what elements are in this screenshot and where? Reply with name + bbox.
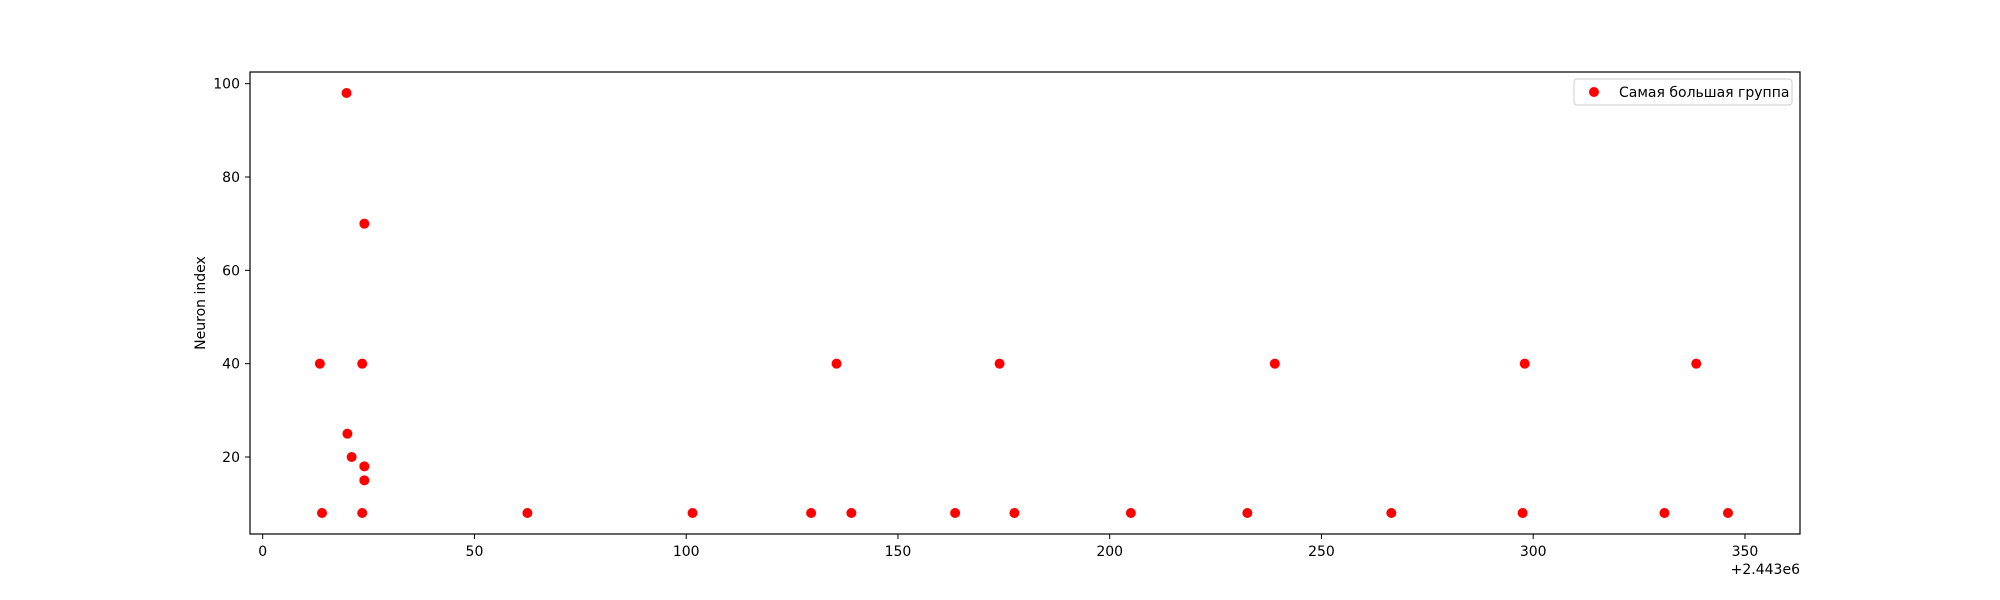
legend[interactable]: Самая большая группа <box>1573 78 1793 106</box>
data-point <box>1125 508 1136 518</box>
x-tick-label: 100 <box>673 544 700 560</box>
data-point <box>1517 508 1528 518</box>
legend-marker <box>1589 87 1599 97</box>
data-points <box>314 88 1734 518</box>
data-point <box>1659 508 1670 518</box>
y-axis: 20 40 60 80 100 <box>213 77 250 466</box>
data-point <box>316 508 327 518</box>
data-point <box>846 508 857 518</box>
y-axis-label: Neuron index <box>193 256 209 350</box>
data-point <box>346 452 357 462</box>
y-tick-label: 20 <box>222 450 240 466</box>
legend-box <box>1573 78 1793 106</box>
x-tick-label: 200 <box>1096 544 1123 560</box>
y-tick-label: 60 <box>222 263 240 279</box>
data-point <box>359 461 370 472</box>
x-axis: 0 50 100 150 200 250 300 350 <box>258 534 1758 560</box>
data-point <box>357 358 368 369</box>
data-point <box>687 508 698 518</box>
plot-frame <box>249 71 1801 535</box>
data-point <box>806 508 817 518</box>
x-tick-label: 250 <box>1308 544 1335 560</box>
x-tick-label: 150 <box>885 544 912 560</box>
data-point <box>341 88 352 98</box>
data-point <box>359 218 370 229</box>
x-tick-label: 300 <box>1520 544 1547 560</box>
y-tick-label: 80 <box>222 170 240 186</box>
data-point <box>359 475 370 486</box>
x-tick-label: 0 <box>258 544 267 560</box>
data-point <box>950 508 961 518</box>
data-point <box>1269 358 1280 369</box>
data-point <box>314 358 325 369</box>
x-tick-label: 50 <box>466 544 484 560</box>
data-point <box>1519 358 1530 369</box>
data-point <box>1386 508 1397 518</box>
data-point <box>1723 508 1734 518</box>
data-point <box>831 358 842 369</box>
legend-label-series-1: Самая большая группа <box>1619 85 1789 101</box>
data-point <box>522 508 533 518</box>
x-tick-label: 350 <box>1732 544 1759 560</box>
x-offset-label: +2.443e6 <box>1731 562 1800 578</box>
data-point <box>1691 358 1702 369</box>
y-tick-label: 100 <box>213 77 240 93</box>
data-point <box>342 428 353 439</box>
y-tick-label: 40 <box>222 357 240 373</box>
data-point <box>994 358 1005 369</box>
data-point <box>357 508 368 518</box>
data-point <box>1009 508 1020 518</box>
data-point <box>1242 508 1253 518</box>
